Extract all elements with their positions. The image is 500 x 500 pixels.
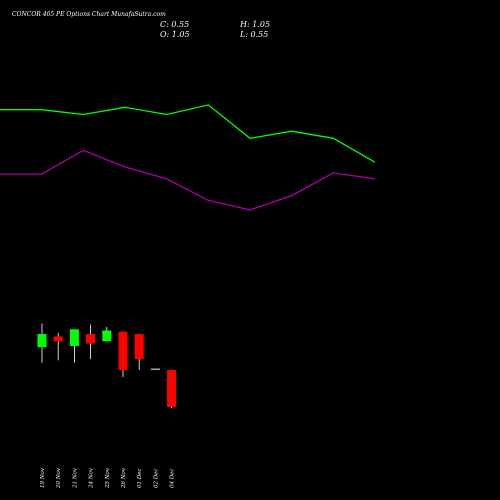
candle-body <box>118 331 128 370</box>
candle-body <box>134 334 144 360</box>
close-value: C: 0.55 <box>160 20 189 29</box>
high-value: H: 1.05 <box>239 20 270 29</box>
x-tick-label: 20 Nov <box>56 467 62 489</box>
candle-body <box>53 336 63 342</box>
candle-body <box>167 369 177 407</box>
candle-body <box>102 330 112 342</box>
x-tick-label: 02 Dec <box>153 469 159 489</box>
x-tick-label: 25 Nov <box>105 467 111 489</box>
x-axis-ticks: 19 Nov 20 Nov 21 Nov 24 Nov 25 Nov 26 Nov 01 D… <box>40 467 176 489</box>
low-value: L: 0.55 <box>239 30 268 39</box>
x-tick-label: 04 Dec <box>170 469 176 489</box>
x-tick-label: 21 Nov <box>72 467 78 489</box>
open-value: O: 1.05 <box>160 30 190 39</box>
candle-body <box>69 329 79 346</box>
lower-band-line <box>0 149 376 211</box>
x-tick-label: 01 Dec <box>137 469 143 489</box>
upper-band-line <box>0 104 376 163</box>
x-tick-label: 24 Nov <box>89 467 95 489</box>
x-tick-label: 26 Nov <box>121 467 127 489</box>
chart-title: CONCOR 465 PE Options Chart MunafaSutra.… <box>12 11 166 18</box>
candles-group <box>37 323 177 409</box>
candle-body <box>37 334 47 348</box>
x-tick-label: 19 Nov <box>40 467 46 488</box>
candle-body <box>86 334 96 344</box>
candle-body <box>150 368 160 370</box>
